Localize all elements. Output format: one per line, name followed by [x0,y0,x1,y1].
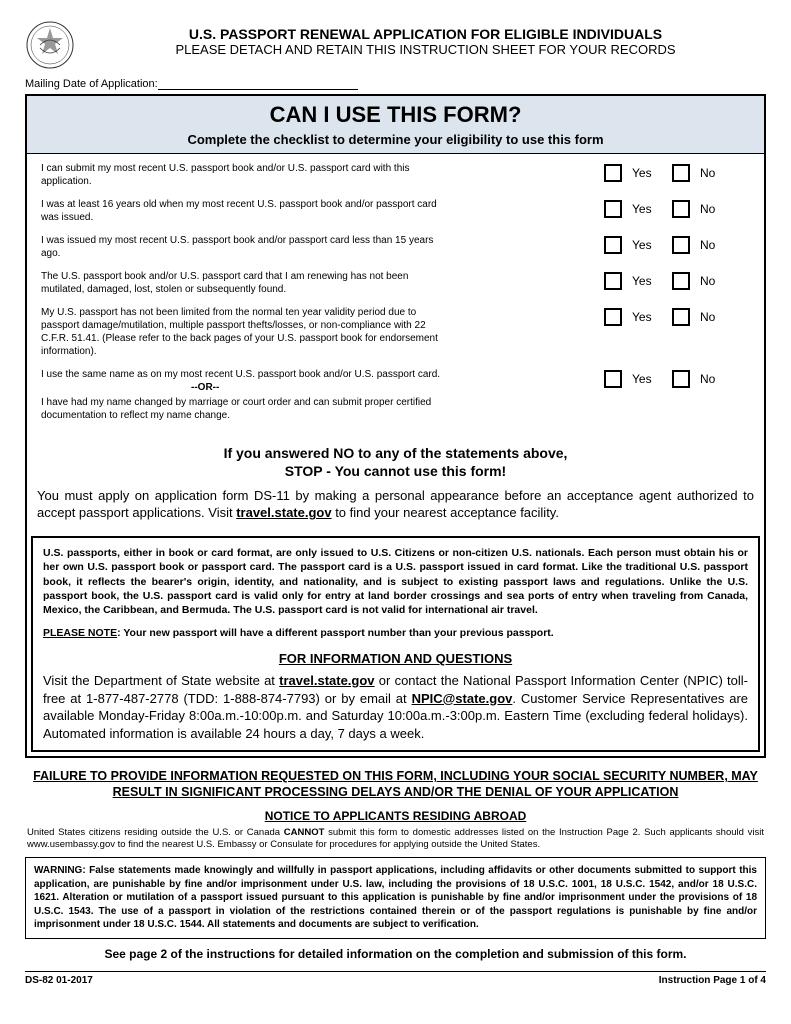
please-note-label: PLEASE NOTE [43,627,117,639]
checkbox-yes[interactable] [604,164,622,182]
abroad-heading: NOTICE TO APPLICANTS RESIDING ABROAD [25,809,766,823]
name-change-note: I have had my name changed by marriage o… [41,396,750,422]
question-row: I was issued my most recent U.S. passpor… [41,234,750,260]
question-row: I was at least 16 years old when my most… [41,198,750,224]
please-note-text: : Your new passport will have a differen… [117,627,554,639]
please-note: PLEASE NOTE: Your new passport will have… [43,627,748,639]
page-header: U.S. PASSPORT RENEWAL APPLICATION FOR EL… [25,20,766,70]
contact-info: Visit the Department of State website at… [43,672,748,742]
question-text: I was issued my most recent U.S. passpor… [41,234,441,260]
form-title: U.S. PASSPORT RENEWAL APPLICATION FOR EL… [85,26,766,42]
yes-label: Yes [632,166,662,180]
form-subtitle: PLEASE DETACH AND RETAIN THIS INSTRUCTIO… [85,42,766,57]
travel-state-gov-link[interactable]: travel.state.gov [279,673,374,688]
question-text: The U.S. passport book and/or U.S. passp… [41,270,441,296]
see-page-2: See page 2 of the instructions for detai… [25,947,766,961]
mailing-date-underline[interactable] [158,89,358,90]
checkbox-yes[interactable] [604,308,622,326]
question-text: I use the same name as on my most recent… [41,368,441,394]
name-change-text: I have had my name changed by marriage o… [41,396,441,422]
info-questions-heading: FOR INFORMATION AND QUESTIONS [43,651,748,666]
us-seal-icon [25,20,75,70]
page-number: Instruction Page 1 of 4 [659,975,766,986]
no-label: No [700,274,730,288]
yes-no-group: Yes No [604,270,750,290]
info-box: U.S. passports, either in book or card f… [31,536,760,752]
checkbox-yes[interactable] [604,200,622,218]
mailing-date-label: Mailing Date of Application: [25,78,158,90]
abroad-p1: United States citizens residing outside … [27,827,284,838]
mailing-date-field: Mailing Date of Application: [25,78,766,90]
yes-label: Yes [632,372,662,386]
yes-label: Yes [632,238,662,252]
eligibility-heading: CAN I USE THIS FORM? [35,102,756,128]
ds11-instruction: You must apply on application form DS-11… [27,488,764,532]
checkbox-no[interactable] [672,236,690,254]
passport-info-paragraph: U.S. passports, either in book or card f… [43,546,748,617]
question-row: I use the same name as on my most recent… [41,368,750,394]
question-row: My U.S. passport has not been limited fr… [41,306,750,358]
abroad-text: United States citizens residing outside … [25,827,766,852]
question-row: The U.S. passport book and/or U.S. passp… [41,270,750,296]
checkbox-no[interactable] [672,308,690,326]
stop-line1: If you answered NO to any of the stateme… [224,445,568,461]
no-label: No [700,202,730,216]
abroad-cannot: CANNOT [284,827,325,838]
or-divider: --OR-- [191,382,219,393]
ds11-suffix: to find your nearest acceptance facility… [332,505,559,520]
question-row: I can submit my most recent U.S. passpor… [41,162,750,188]
checklist: I can submit my most recent U.S. passpor… [27,154,764,440]
question-text: My U.S. passport has not been limited fr… [41,306,441,358]
question-text-span: I use the same name as on my most recent… [41,369,440,380]
eligibility-header: CAN I USE THIS FORM? Complete the checkl… [27,96,764,154]
travel-state-gov-link[interactable]: travel.state.gov [236,505,331,520]
checkbox-no[interactable] [672,370,690,388]
yes-no-group: Yes No [604,234,750,254]
yes-label: Yes [632,274,662,288]
checkbox-yes[interactable] [604,272,622,290]
npic-email-link[interactable]: NPIC@state.gov [412,691,513,706]
no-label: No [700,372,730,386]
warning-box: WARNING: False statements made knowingly… [25,857,766,939]
checkbox-no[interactable] [672,200,690,218]
no-label: No [700,310,730,324]
checkbox-no[interactable] [672,164,690,182]
form-id: DS-82 01-2017 [25,975,93,986]
eligibility-subheading: Complete the checklist to determine your… [35,132,756,147]
main-form-box: CAN I USE THIS FORM? Complete the checkl… [25,94,766,758]
no-label: No [700,166,730,180]
ssn-warning: FAILURE TO PROVIDE INFORMATION REQUESTED… [29,768,762,801]
checkbox-yes[interactable] [604,236,622,254]
question-text: I was at least 16 years old when my most… [41,198,441,224]
no-label: No [700,238,730,252]
yes-no-group: Yes No [604,306,750,326]
stop-line2: STOP - You cannot use this form! [285,463,506,479]
checkbox-no[interactable] [672,272,690,290]
yes-no-group: Yes No [604,162,750,182]
yes-label: Yes [632,310,662,324]
yes-no-group: Yes No [604,198,750,218]
stop-warning: If you answered NO to any of the stateme… [27,440,764,488]
checkbox-yes[interactable] [604,370,622,388]
yes-no-group: Yes No [604,368,750,388]
warning-text: WARNING: False statements made knowingly… [34,864,757,932]
question-text: I can submit my most recent U.S. passpor… [41,162,441,188]
contact-p1: Visit the Department of State website at [43,673,279,688]
yes-label: Yes [632,202,662,216]
page-footer: DS-82 01-2017 Instruction Page 1 of 4 [25,971,766,986]
